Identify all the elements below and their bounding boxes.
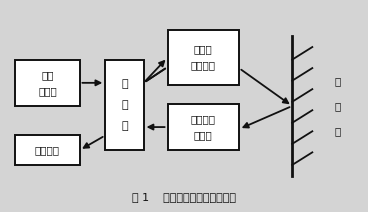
Text: 单: 单 <box>121 79 128 89</box>
Bar <box>15 135 79 165</box>
Bar <box>167 104 239 150</box>
Bar <box>15 60 79 106</box>
Text: 障: 障 <box>335 76 341 86</box>
Text: 发射电路: 发射电路 <box>191 60 216 70</box>
Text: 时锶: 时锶 <box>41 70 54 80</box>
Bar <box>167 30 239 85</box>
Text: 碍: 碍 <box>335 101 341 111</box>
Text: 片: 片 <box>121 100 128 110</box>
Bar <box>105 60 144 150</box>
Text: 物: 物 <box>335 126 341 136</box>
Text: 红外线: 红外线 <box>194 45 213 55</box>
Text: 机: 机 <box>121 121 128 131</box>
Text: 图 1    红外线测距系统基本框图: 图 1 红外线测距系统基本框图 <box>132 192 236 202</box>
Text: 振荡器: 振荡器 <box>38 86 57 96</box>
Text: 收电路: 收电路 <box>194 130 213 140</box>
Text: 红外线接: 红外线接 <box>191 114 216 124</box>
Text: 显示电路: 显示电路 <box>35 145 60 155</box>
